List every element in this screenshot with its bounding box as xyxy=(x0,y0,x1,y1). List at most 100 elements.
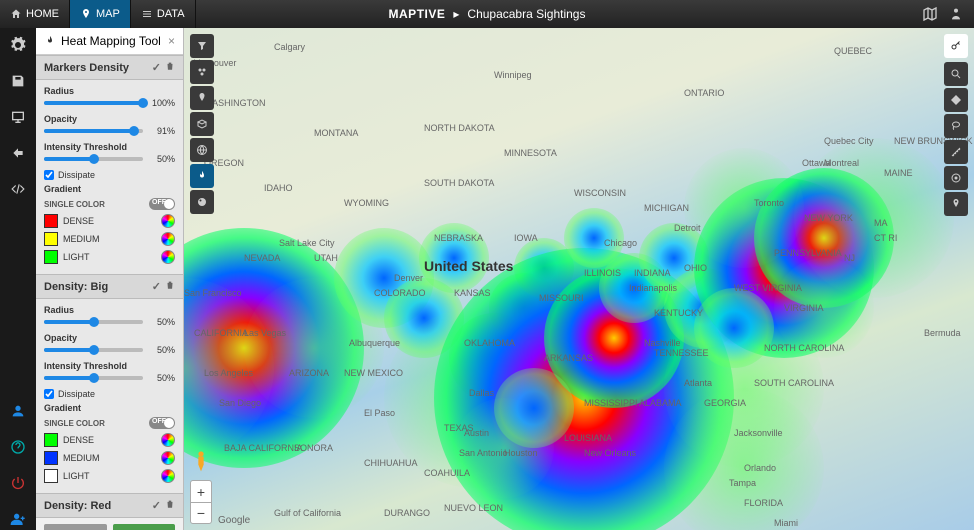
slider-track[interactable] xyxy=(44,129,143,133)
map-canvas[interactable]: CalgaryWinnipegVancouverQUEBECONTARIOQue… xyxy=(184,28,974,530)
tab-data[interactable]: DATA xyxy=(131,0,196,28)
color-picker-icon[interactable] xyxy=(161,214,175,228)
export-icon[interactable] xyxy=(7,142,29,164)
map-label: BAJA CALIFORNIA xyxy=(224,443,303,453)
slider-track[interactable] xyxy=(44,101,143,105)
slider-label: Intensity Threshold xyxy=(44,142,175,152)
style-tool[interactable] xyxy=(190,190,214,214)
gradient-stop-label: MEDIUM xyxy=(63,234,156,244)
gradient-toggle[interactable]: OFF xyxy=(149,417,175,429)
slider-label: Intensity Threshold xyxy=(44,361,175,371)
slider-row: Intensity Threshold 50% xyxy=(44,142,175,164)
color-swatch[interactable] xyxy=(44,469,58,483)
close-icon[interactable]: × xyxy=(168,34,175,48)
heat-tool[interactable] xyxy=(190,164,214,188)
map-icon xyxy=(80,8,92,20)
color-picker-icon[interactable] xyxy=(161,433,175,447)
map-label: Salt Lake City xyxy=(279,238,335,248)
slider-track[interactable] xyxy=(44,348,143,352)
tab-map[interactable]: MAP xyxy=(70,0,131,28)
dissipate-checkbox[interactable]: Dissipate xyxy=(44,389,175,399)
check-icon[interactable]: ✓ xyxy=(152,280,161,293)
user-icon[interactable] xyxy=(7,400,29,422)
share-icon[interactable] xyxy=(946,4,966,24)
color-swatch[interactable] xyxy=(44,433,58,447)
trash-icon[interactable] xyxy=(165,280,175,293)
map-label: ONTARIO xyxy=(684,88,724,98)
map-label: CT RI xyxy=(874,233,897,243)
embed-icon[interactable] xyxy=(7,178,29,200)
save-button[interactable]: SAVE xyxy=(113,524,176,530)
map-label: NJ xyxy=(844,253,855,263)
map-label: SOUTH DAKOTA xyxy=(424,178,494,188)
heat-mapping-panel: Heat Mapping Tool × Markers Density✓Radi… xyxy=(36,28,184,530)
heat-blob xyxy=(664,308,824,468)
filter-tool[interactable] xyxy=(190,34,214,58)
topbar-right xyxy=(920,4,974,24)
boundary-tool[interactable] xyxy=(190,112,214,136)
map-label: Houston xyxy=(504,448,538,458)
map-label: KENTUCKY xyxy=(654,308,703,318)
map-label: CHIHUAHUA xyxy=(364,458,418,468)
zoom-in-button[interactable]: + xyxy=(190,480,212,502)
user-add-icon[interactable] xyxy=(7,508,29,530)
measure-tool-icon[interactable] xyxy=(944,140,968,164)
slider-track[interactable] xyxy=(44,157,143,161)
slider-track[interactable] xyxy=(44,320,143,324)
slider-label: Radius xyxy=(44,305,175,315)
map-label: WISCONSIN xyxy=(574,188,626,198)
map-label: Miami xyxy=(774,518,798,528)
pegman-icon[interactable] xyxy=(190,448,212,476)
check-icon[interactable]: ✓ xyxy=(152,61,161,74)
present-icon[interactable] xyxy=(7,106,29,128)
group-tool[interactable] xyxy=(190,60,214,84)
zoom-control: + − xyxy=(190,480,212,524)
map-label: NORTH DAKOTA xyxy=(424,123,495,133)
color-swatch[interactable] xyxy=(44,250,58,264)
section-header[interactable]: Markers Density✓ xyxy=(36,55,183,80)
color-picker-icon[interactable] xyxy=(161,232,175,246)
trash-icon[interactable] xyxy=(165,61,175,74)
gradient-stop: LIGHT xyxy=(44,469,175,483)
tab-home[interactable]: HOME xyxy=(0,0,70,28)
color-picker-icon[interactable] xyxy=(161,451,175,465)
section-header[interactable]: Density: Red✓ xyxy=(36,493,183,518)
location-tool-icon[interactable] xyxy=(944,192,968,216)
zoom-out-button[interactable]: − xyxy=(190,502,212,524)
map-label: Dallas xyxy=(469,388,494,398)
gradient-toggle[interactable]: OFF xyxy=(149,198,175,210)
color-swatch[interactable] xyxy=(44,214,58,228)
country-label: United States xyxy=(424,258,513,274)
map-view-icon[interactable] xyxy=(920,4,940,24)
route-tool-icon[interactable] xyxy=(944,88,968,112)
lasso-tool-icon[interactable] xyxy=(944,114,968,138)
color-swatch[interactable] xyxy=(44,451,58,465)
home-icon xyxy=(10,8,22,20)
map-label: NEBRASKA xyxy=(434,233,483,243)
key-icon[interactable] xyxy=(944,34,968,58)
heat-blob xyxy=(244,278,384,418)
radius-tool-icon[interactable] xyxy=(944,166,968,190)
map-label: NEW MEXICO xyxy=(344,368,403,378)
color-swatch[interactable] xyxy=(44,232,58,246)
reset-button[interactable]: RESET xyxy=(44,524,107,530)
trash-icon[interactable] xyxy=(165,499,175,512)
color-picker-icon[interactable] xyxy=(161,469,175,483)
settings-icon[interactable] xyxy=(7,34,29,56)
slider-track[interactable] xyxy=(44,376,143,380)
color-picker-icon[interactable] xyxy=(161,250,175,264)
save-icon[interactable] xyxy=(7,70,29,92)
map-label: UTAH xyxy=(314,253,338,263)
globe-tool[interactable] xyxy=(190,138,214,162)
help-icon[interactable] xyxy=(7,436,29,458)
dissipate-checkbox[interactable]: Dissipate xyxy=(44,170,175,180)
tab-home-label: HOME xyxy=(26,8,59,20)
map-key-button xyxy=(944,34,968,58)
pin-tool[interactable] xyxy=(190,86,214,110)
power-icon[interactable] xyxy=(7,472,29,494)
search-tool-icon[interactable] xyxy=(944,62,968,86)
section-header[interactable]: Density: Big✓ xyxy=(36,274,183,299)
check-icon[interactable]: ✓ xyxy=(152,499,161,512)
map-label: NEVADA xyxy=(244,253,280,263)
gradient-stop-label: MEDIUM xyxy=(63,453,156,463)
